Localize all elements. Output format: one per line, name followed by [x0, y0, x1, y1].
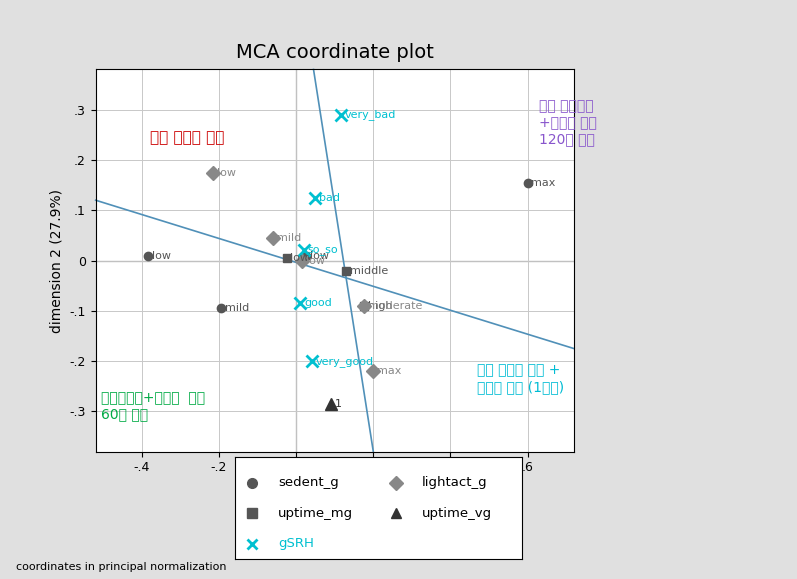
Text: low: low	[306, 255, 325, 266]
Text: lightact_g: lightact_g	[422, 477, 487, 489]
Title: MCA coordinate plot: MCA coordinate plot	[236, 43, 434, 63]
Text: 1: 1	[335, 399, 342, 409]
Text: middle: middle	[350, 266, 388, 276]
Text: high: high	[367, 301, 392, 311]
Text: mild: mild	[225, 303, 249, 313]
Text: low: low	[151, 251, 171, 261]
Text: uptime_vg: uptime_vg	[422, 507, 492, 519]
Text: very_bad: very_bad	[344, 109, 396, 120]
Text: gSRH: gSRH	[278, 537, 314, 550]
Text: so_so: so_so	[308, 245, 339, 255]
Text: low: low	[310, 251, 328, 261]
Text: 주로 일상적 활동: 주로 일상적 활동	[150, 130, 224, 145]
Text: coordinates in principal normalization: coordinates in principal normalization	[16, 562, 226, 572]
Text: mild: mild	[277, 233, 301, 243]
Text: moderate: moderate	[367, 301, 422, 311]
Text: 주로 일상적 활동 +
격렸한 활동 (1회성): 주로 일상적 활동 + 격렸한 활동 (1회성)	[477, 364, 564, 394]
Text: low: low	[290, 253, 309, 263]
Text: good: good	[304, 298, 332, 308]
Text: very_good: very_good	[316, 356, 374, 367]
Text: max: max	[377, 366, 402, 376]
Text: bad: bad	[320, 193, 340, 203]
Text: max: max	[532, 178, 556, 188]
Text: 앉아있거나+가벼운  활동
60분 이하: 앉아있거나+가벼운 활동 60분 이하	[101, 391, 206, 422]
Text: uptime_mg: uptime_mg	[278, 507, 353, 519]
Text: 주로 앉아있고
+가벼운 활동
120분 이상: 주로 앉아있고 +가벼운 활동 120분 이상	[539, 100, 597, 146]
Text: low: low	[217, 167, 236, 178]
Y-axis label: dimension 2 (27.9%): dimension 2 (27.9%)	[50, 189, 64, 332]
X-axis label: dimension 1 (69.8%): dimension 1 (69.8%)	[262, 480, 407, 494]
Text: sedent_g: sedent_g	[278, 477, 339, 489]
